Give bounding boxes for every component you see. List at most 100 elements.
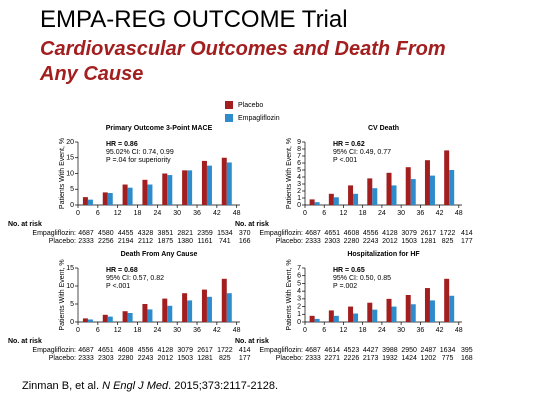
bar (147, 184, 153, 205)
at-risk-count: 2012 (158, 355, 174, 362)
at-risk-count: 4523 (344, 347, 360, 354)
at-risk-count: 2243 (138, 355, 154, 362)
y-axis-label: Patients With Event, % (59, 138, 66, 209)
annotation: P =.002 (333, 283, 357, 290)
at-risk-count: 1634 (440, 347, 456, 354)
bar (309, 315, 315, 322)
citation-text: . 2015;373:2117-2128. (168, 380, 279, 392)
at-risk-count: 825 (442, 238, 454, 245)
bar (226, 162, 232, 205)
x-tick-label: 6 (96, 210, 100, 217)
y-tick-label: 2 (297, 303, 301, 310)
x-tick-label: 24 (378, 210, 386, 217)
annotation: HR = 0.86 (106, 141, 138, 148)
at-risk-count: 741 (219, 238, 231, 245)
x-tick-label: 12 (114, 210, 122, 217)
at-risk-name: Empagliflozin: (259, 230, 303, 237)
y-tick-label: 3 (297, 296, 301, 303)
at-risk-count: 1503 (401, 238, 417, 245)
at-risk-name: Placebo: (276, 238, 303, 245)
bar (348, 306, 354, 322)
bar (391, 306, 397, 322)
x-tick-label: 0 (303, 210, 307, 217)
at-risk-count: 3079 (177, 347, 193, 354)
at-risk-count: 4687 (78, 230, 94, 237)
y-tick-label: 2 (297, 188, 301, 195)
y-tick-label: 0 (297, 202, 301, 209)
bar (87, 199, 93, 205)
x-tick-label: 12 (340, 327, 348, 334)
x-tick-label: 12 (340, 210, 348, 217)
at-risk-count: 2333 (305, 238, 321, 245)
x-tick-label: 0 (303, 327, 307, 334)
legend-label: Empagliflozin (238, 115, 280, 122)
bar (221, 278, 227, 322)
bar (187, 170, 193, 205)
bar (410, 179, 416, 205)
bar (221, 157, 227, 205)
y-tick-label: 7 (297, 265, 301, 272)
at-risk-count: 2487 (421, 347, 437, 354)
annotation: 95% CI: 0.49, 0.77 (333, 149, 391, 156)
bar (147, 309, 153, 322)
y-axis-label: Patients With Event, % (286, 138, 293, 209)
at-risk-count: 1202 (421, 355, 437, 362)
y-tick-label: 1 (297, 311, 301, 318)
bar (309, 199, 315, 205)
bar (410, 304, 416, 322)
at-risk-count: 4687 (78, 347, 94, 354)
bar (162, 173, 168, 205)
at-risk-count: 2359 (197, 230, 213, 237)
legend-swatch (225, 101, 233, 109)
y-tick-label: 3 (297, 181, 301, 188)
bar (122, 311, 128, 322)
at-risk-count: 825 (219, 355, 231, 362)
y-tick-label: 0 (70, 202, 74, 209)
x-tick-label: 6 (96, 327, 100, 334)
x-tick-label: 30 (397, 210, 405, 217)
at-risk-name: Placebo: (49, 238, 76, 245)
slide-title: EMPA-REG OUTCOME Trial (40, 6, 348, 33)
at-risk-count: 414 (239, 347, 251, 354)
x-tick-label: 0 (76, 210, 80, 217)
at-risk-count: 4651 (98, 347, 114, 354)
bar (444, 278, 450, 322)
bar (226, 293, 232, 322)
bar (348, 185, 354, 205)
at-risk-count: 3851 (158, 230, 174, 237)
bar (102, 314, 108, 322)
annotation: P <.001 (333, 157, 357, 164)
chart-title: Death From Any Cause (121, 251, 198, 258)
y-tick-label: 0 (297, 319, 301, 326)
annotation: P <.001 (106, 283, 130, 290)
bar (391, 185, 397, 205)
bar (449, 295, 455, 322)
bar (372, 188, 378, 205)
y-tick-label: 5 (70, 186, 74, 193)
at-risk-count: 3988 (382, 347, 398, 354)
annotation: 95% CI: 0.57, 0.82 (106, 275, 164, 282)
at-risk-count: 2617 (421, 230, 437, 237)
bar (87, 319, 93, 322)
bar (314, 202, 320, 205)
slide-subtitle: Cardiovascular Outcomes and Death From A… (40, 38, 446, 85)
at-risk-count: 2333 (78, 355, 94, 362)
at-risk-count: 2280 (118, 355, 134, 362)
bar (167, 305, 173, 322)
at-risk-count: 1380 (177, 238, 193, 245)
y-tick-label: 15 (66, 265, 74, 272)
bar (449, 170, 455, 205)
at-risk-label: No. at risk (235, 338, 269, 345)
legend-swatch (225, 114, 233, 122)
bar (372, 309, 378, 322)
x-tick-label: 36 (193, 327, 201, 334)
at-risk-count: 2280 (344, 238, 360, 245)
at-risk-label: No. at risk (8, 338, 42, 345)
bar (187, 300, 193, 322)
annotation: 95.02% CI: 0.74, 0.99 (106, 149, 174, 156)
at-risk-label: No. at risk (8, 221, 42, 228)
at-risk-count: 2303 (98, 355, 114, 362)
at-risk-count: 4328 (138, 230, 154, 237)
chart-title: Hospitalization for HF (347, 251, 420, 258)
